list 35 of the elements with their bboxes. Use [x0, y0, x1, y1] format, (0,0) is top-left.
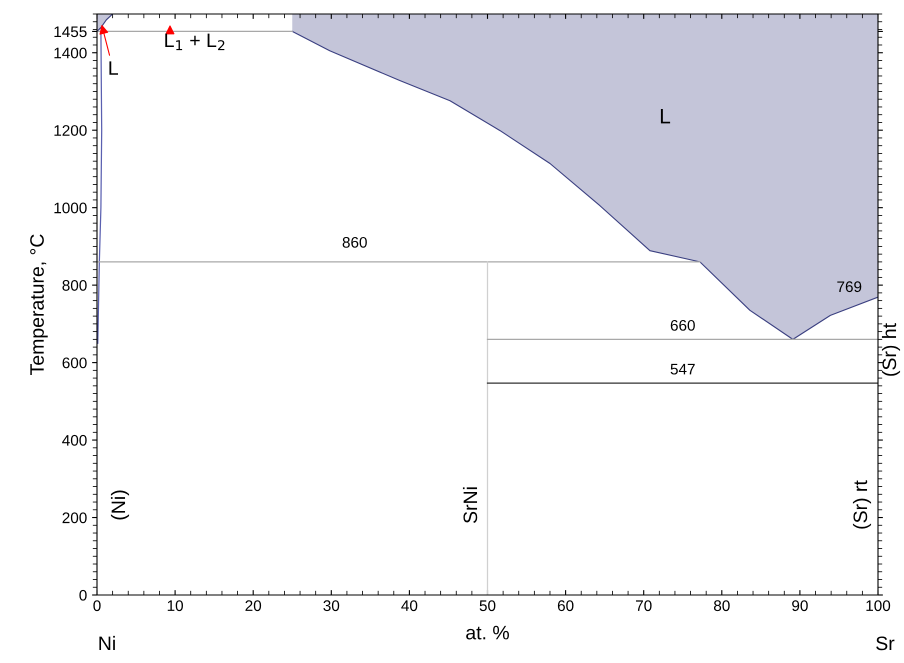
text: Ni: [99, 636, 115, 650]
annotation: L$_{1}$ + L$_{2}$: [165, 34, 224, 50]
x-tick-label: 60: [558, 600, 574, 612]
y-tick-label: 200: [62, 512, 87, 524]
x-axis-title: at. %: [466, 626, 509, 640]
x-tick-label: 30: [323, 600, 340, 612]
annotation: (Sr) rt: [852, 480, 872, 529]
y-tick-label: 0: [79, 590, 87, 601]
y-tick-label: 1000: [54, 202, 87, 214]
y-tick-label: 1400: [54, 48, 87, 58]
x-tick-label: 100: [866, 600, 890, 612]
text: Sr: [876, 636, 894, 650]
x-tick-label: 10: [168, 600, 183, 612]
y-tick-label: 1455: [54, 26, 87, 38]
annotation: SrNi: [462, 487, 478, 524]
y-tick-label: 600: [62, 357, 87, 368]
annotation: (Ni): [110, 490, 130, 520]
annotation: L: [660, 109, 670, 124]
annotation: 769: [837, 281, 862, 292]
annotation: 860: [342, 236, 367, 248]
x-tick-label: 80: [714, 600, 730, 612]
x-tick-label: 70: [636, 600, 652, 612]
x-tick-label: 20: [245, 600, 262, 612]
annotation: L: [109, 61, 118, 75]
text: (Sr) ht: [882, 323, 900, 376]
y-tick-label: 400: [62, 434, 87, 446]
annotation: 547: [670, 364, 695, 375]
y-tick-label: 800: [62, 280, 87, 291]
y-tick-label: 1200: [54, 125, 87, 136]
x-tick-label: 0: [93, 600, 101, 612]
x-tick-label: 40: [401, 600, 418, 612]
annotation: 660: [670, 320, 695, 331]
x-tick-label: 90: [792, 600, 808, 612]
x-tick-label: 50: [480, 600, 496, 612]
y-axis-title: Temperature, °C: [30, 234, 48, 375]
